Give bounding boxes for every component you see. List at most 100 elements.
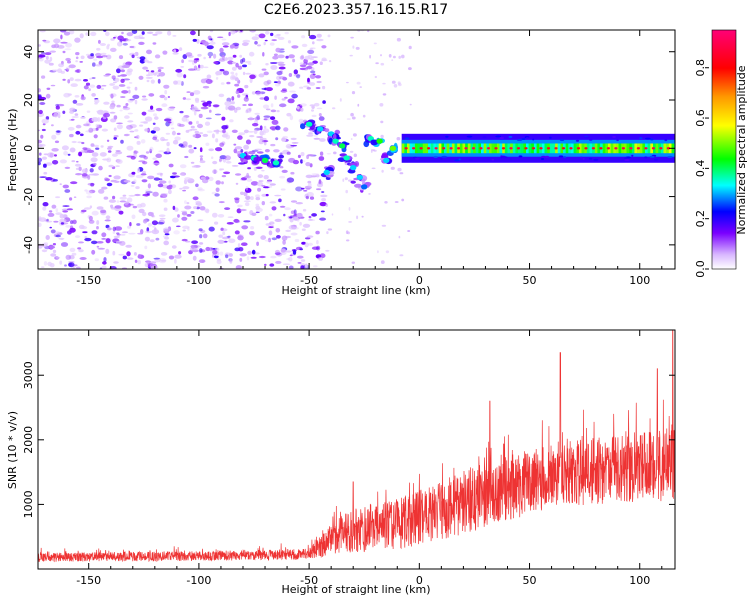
spectrogram-noise-mark [255,203,260,207]
signal-band-segment [491,143,495,154]
spectrogram-noise-mark [152,42,157,45]
spectrogram-noise-mark [295,202,303,205]
spectrogram-noise-mark [52,249,57,254]
spectrogram-noise-mark [407,230,411,232]
spectrogram-noise-mark [103,112,110,118]
spectrogram-noise-mark [221,42,230,46]
spectrogram-noise-mark [74,78,82,82]
spectrogram-noise-mark [200,64,204,69]
spectrogram-noise-mark [229,258,233,264]
spectrogram-noise-mark [99,152,107,157]
signal-band-edge [548,136,552,139]
spectrogram-noise-mark [219,57,227,60]
spectrogram-noise-mark [109,266,117,269]
spectrogram-noise-mark [113,81,117,84]
signal-band-peak [404,147,408,150]
spectrogram-noise-mark [271,237,277,241]
spectrogram-noise-mark [62,205,70,207]
spectrogram-noise-mark [54,154,57,157]
spectrogram-noise-mark [243,191,248,197]
spectrogram-noise-mark [276,71,283,76]
signal-band-edge [415,157,420,160]
spectrogram-noise-mark [112,231,116,234]
spectrogram-noise-mark [212,212,218,218]
spectrogram-noise-mark [168,121,172,124]
spectrogram-noise-mark [215,70,223,76]
spectrogram-noise-mark [125,103,129,106]
spectrogram-noise-mark [256,241,259,246]
spectrogram-noise-mark [301,160,306,163]
spectrogram-noise-mark [191,249,199,253]
spectrogram-noise-mark [257,44,261,47]
spectrogram-noise-mark [94,258,100,262]
spectrogram-noise-mark [351,116,356,120]
signal-band-edge [644,156,648,159]
spectrogram-noise-mark [184,205,192,210]
signal-band-segment [407,143,410,154]
spectrogram-noise-mark [144,116,153,122]
spectrogram-drift-mark [332,133,337,140]
spectrogram-noise-mark [38,44,41,47]
spectrogram-noise-mark [85,32,89,36]
spectrogram-drift-peak [350,165,357,171]
signal-band-peak [636,147,641,150]
spectrogram-noise-mark [266,79,272,85]
signal-band-peak [419,147,423,150]
spectrogram-noise-mark [153,257,160,260]
spectrogram-noise-mark [297,218,300,222]
spectrogram-noise-mark [167,30,172,36]
spectrogram-noise-mark [95,52,102,57]
spectrogram-noise-mark [63,92,71,98]
spectrogram-noise-mark [260,235,267,240]
spectrogram-noise-mark [120,74,127,77]
spectrogram-noise-mark [79,33,84,39]
spectrogram-noise-mark [74,37,81,43]
spectrogram-noise-mark [401,54,405,59]
spectrogram-noise-mark [385,250,390,254]
spectrogram-noise-mark [390,166,395,170]
spectrogram-noise-mark [273,81,278,83]
spectrogram-noise-mark [212,253,215,258]
spectrogram-noise-mark [299,67,307,71]
spectrogram-noise-mark [68,262,75,268]
spectrogram-noise-mark [279,103,287,108]
spectrogram-noise-mark [211,156,214,159]
signal-band-edge [499,137,505,139]
signal-band-peak [621,147,626,150]
spectrogram-ylabel: Frequency (Hz) [6,109,19,192]
spectrogram-noise-mark [312,41,315,45]
spectrogram-noise-mark [235,72,238,77]
spectrogram-noise-mark [147,222,153,227]
spectrogram-noise-mark [391,80,396,84]
spectrogram-noise-mark [73,196,77,198]
spectrogram-noise-mark [56,130,60,133]
spectrogram-noise-mark [59,183,62,186]
signal-band-segment [594,143,598,154]
spectrogram-noise-mark [170,127,175,130]
spectrogram-noise-mark [101,265,107,269]
spectrogram-noise-mark [261,193,268,197]
spectrogram-noise-mark [116,104,121,108]
spectrogram-noise-mark [179,164,187,169]
spectrogram-noise-mark [75,167,79,170]
spectrogram-noise-mark [223,171,231,175]
spectrogram-noise-mark [197,219,204,222]
spectrogram-noise-mark [168,163,174,168]
spectrogram-noise-mark [167,96,171,98]
spectrogram-noise-mark [373,42,377,45]
spectrogram-noise-mark [44,52,52,56]
spectrogram-frame [37,29,676,270]
spectrogram-noise-mark [198,113,203,118]
signal-band-edge [612,135,616,138]
spectrogram-noise-mark [293,73,301,77]
spectrogram-noise-mark [222,231,226,236]
spectrogram-noise-mark [221,116,226,121]
spectrogram-noise-mark [39,102,46,105]
spectrogram-noise-mark [217,239,225,244]
spectrogram-noise-mark [375,62,379,65]
spectrogram-noise-mark [188,144,193,148]
spectrogram-noise-mark [65,225,71,228]
spectrogram-noise-mark [218,58,226,62]
spectrogram-noise-mark [308,132,313,134]
spectrogram-noise-mark [245,202,250,207]
